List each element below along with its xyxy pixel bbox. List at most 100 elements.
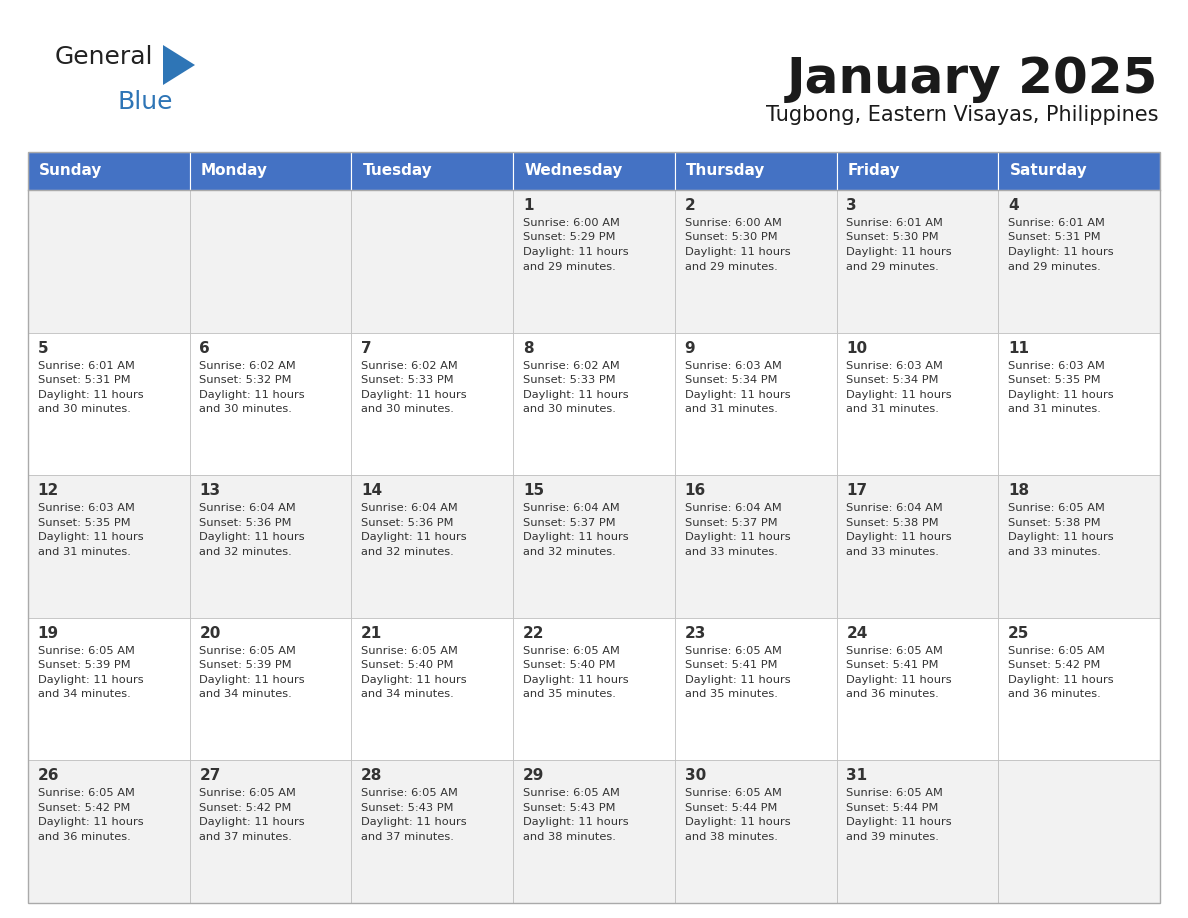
Text: Friday: Friday — [848, 163, 901, 178]
Text: Daylight: 11 hours: Daylight: 11 hours — [523, 817, 628, 827]
Text: Sunrise: 6:05 AM: Sunrise: 6:05 AM — [523, 645, 620, 655]
Bar — [836, 332, 998, 476]
Text: Sunset: 5:35 PM: Sunset: 5:35 PM — [1007, 375, 1100, 385]
Text: and 33 minutes.: and 33 minutes. — [846, 547, 940, 556]
Text: and 31 minutes.: and 31 minutes. — [38, 547, 131, 556]
Text: Daylight: 11 hours: Daylight: 11 hours — [523, 389, 628, 399]
Text: Daylight: 11 hours: Daylight: 11 hours — [846, 247, 952, 257]
Text: Sunrise: 6:05 AM: Sunrise: 6:05 AM — [200, 645, 296, 655]
Text: 19: 19 — [38, 626, 59, 641]
Text: Sunset: 5:43 PM: Sunset: 5:43 PM — [523, 803, 615, 813]
Text: and 36 minutes.: and 36 minutes. — [38, 832, 131, 842]
Bar — [998, 332, 1159, 476]
Text: Sunrise: 6:01 AM: Sunrise: 6:01 AM — [846, 218, 943, 228]
Bar — [29, 618, 190, 760]
Bar — [675, 760, 836, 903]
Text: Sunset: 5:36 PM: Sunset: 5:36 PM — [361, 518, 454, 528]
Text: and 34 minutes.: and 34 minutes. — [200, 689, 292, 700]
Text: Sunset: 5:32 PM: Sunset: 5:32 PM — [200, 375, 292, 385]
Text: 4: 4 — [1007, 198, 1018, 213]
Text: Sunrise: 6:00 AM: Sunrise: 6:00 AM — [684, 218, 782, 228]
Text: and 31 minutes.: and 31 minutes. — [1007, 404, 1101, 414]
Bar — [352, 476, 513, 618]
Text: and 36 minutes.: and 36 minutes. — [1007, 689, 1101, 700]
Text: Thursday: Thursday — [687, 163, 765, 178]
Text: 30: 30 — [684, 768, 706, 783]
Text: Sunrise: 6:05 AM: Sunrise: 6:05 AM — [200, 789, 296, 799]
Text: and 32 minutes.: and 32 minutes. — [361, 547, 454, 556]
Text: and 33 minutes.: and 33 minutes. — [684, 547, 777, 556]
Text: Daylight: 11 hours: Daylight: 11 hours — [523, 247, 628, 257]
Text: Sunrise: 6:03 AM: Sunrise: 6:03 AM — [684, 361, 782, 371]
Text: 5: 5 — [38, 341, 49, 355]
Text: and 30 minutes.: and 30 minutes. — [361, 404, 454, 414]
Text: Sunrise: 6:02 AM: Sunrise: 6:02 AM — [523, 361, 620, 371]
Text: Blue: Blue — [118, 90, 173, 114]
Bar — [675, 476, 836, 618]
Text: 24: 24 — [846, 626, 867, 641]
Text: 28: 28 — [361, 768, 383, 783]
Text: and 34 minutes.: and 34 minutes. — [38, 689, 131, 700]
Text: and 34 minutes.: and 34 minutes. — [361, 689, 454, 700]
Text: 11: 11 — [1007, 341, 1029, 355]
Text: Wednesday: Wednesday — [524, 163, 623, 178]
Text: and 31 minutes.: and 31 minutes. — [684, 404, 777, 414]
Text: Sunset: 5:33 PM: Sunset: 5:33 PM — [361, 375, 454, 385]
Text: 13: 13 — [200, 483, 221, 498]
Text: Sunset: 5:33 PM: Sunset: 5:33 PM — [523, 375, 615, 385]
Polygon shape — [163, 45, 195, 85]
Text: General: General — [55, 45, 153, 69]
Bar — [190, 476, 352, 618]
Text: Sunset: 5:40 PM: Sunset: 5:40 PM — [361, 660, 454, 670]
Text: Daylight: 11 hours: Daylight: 11 hours — [200, 817, 305, 827]
Text: Sunrise: 6:05 AM: Sunrise: 6:05 AM — [38, 645, 134, 655]
Bar — [190, 618, 352, 760]
Text: Sunrise: 6:01 AM: Sunrise: 6:01 AM — [1007, 218, 1105, 228]
Bar — [29, 476, 190, 618]
Bar — [29, 152, 1159, 903]
Bar — [513, 760, 675, 903]
Bar — [190, 760, 352, 903]
Bar — [352, 152, 513, 190]
Text: 27: 27 — [200, 768, 221, 783]
Text: 23: 23 — [684, 626, 706, 641]
Text: Sunset: 5:34 PM: Sunset: 5:34 PM — [684, 375, 777, 385]
Text: and 33 minutes.: and 33 minutes. — [1007, 547, 1101, 556]
Text: Sunset: 5:30 PM: Sunset: 5:30 PM — [684, 232, 777, 242]
Text: 22: 22 — [523, 626, 544, 641]
Bar — [190, 332, 352, 476]
Bar — [352, 618, 513, 760]
Text: Sunset: 5:40 PM: Sunset: 5:40 PM — [523, 660, 615, 670]
Text: Daylight: 11 hours: Daylight: 11 hours — [684, 675, 790, 685]
Text: Sunrise: 6:05 AM: Sunrise: 6:05 AM — [361, 645, 459, 655]
Text: Daylight: 11 hours: Daylight: 11 hours — [38, 675, 144, 685]
Bar — [998, 476, 1159, 618]
Text: Sunrise: 6:05 AM: Sunrise: 6:05 AM — [1007, 645, 1105, 655]
Text: Sunset: 5:41 PM: Sunset: 5:41 PM — [846, 660, 939, 670]
Text: Sunset: 5:35 PM: Sunset: 5:35 PM — [38, 518, 131, 528]
Text: Sunset: 5:31 PM: Sunset: 5:31 PM — [38, 375, 131, 385]
Bar — [836, 152, 998, 190]
Text: and 29 minutes.: and 29 minutes. — [684, 262, 777, 272]
Text: 20: 20 — [200, 626, 221, 641]
Text: 7: 7 — [361, 341, 372, 355]
Text: Daylight: 11 hours: Daylight: 11 hours — [523, 532, 628, 543]
Text: Sunrise: 6:05 AM: Sunrise: 6:05 AM — [1007, 503, 1105, 513]
Text: Sunset: 5:31 PM: Sunset: 5:31 PM — [1007, 232, 1100, 242]
Text: Daylight: 11 hours: Daylight: 11 hours — [361, 389, 467, 399]
Bar — [836, 476, 998, 618]
Text: Sunrise: 6:05 AM: Sunrise: 6:05 AM — [846, 645, 943, 655]
Text: Sunrise: 6:04 AM: Sunrise: 6:04 AM — [523, 503, 620, 513]
Bar — [29, 152, 190, 190]
Text: Sunset: 5:30 PM: Sunset: 5:30 PM — [846, 232, 939, 242]
Text: and 30 minutes.: and 30 minutes. — [38, 404, 131, 414]
Text: Daylight: 11 hours: Daylight: 11 hours — [38, 532, 144, 543]
Text: and 30 minutes.: and 30 minutes. — [523, 404, 615, 414]
Text: Daylight: 11 hours: Daylight: 11 hours — [361, 675, 467, 685]
Text: and 39 minutes.: and 39 minutes. — [846, 832, 940, 842]
Text: Daylight: 11 hours: Daylight: 11 hours — [684, 817, 790, 827]
Text: Sunrise: 6:00 AM: Sunrise: 6:00 AM — [523, 218, 620, 228]
Bar — [836, 760, 998, 903]
Bar — [29, 760, 190, 903]
Text: Daylight: 11 hours: Daylight: 11 hours — [846, 389, 952, 399]
